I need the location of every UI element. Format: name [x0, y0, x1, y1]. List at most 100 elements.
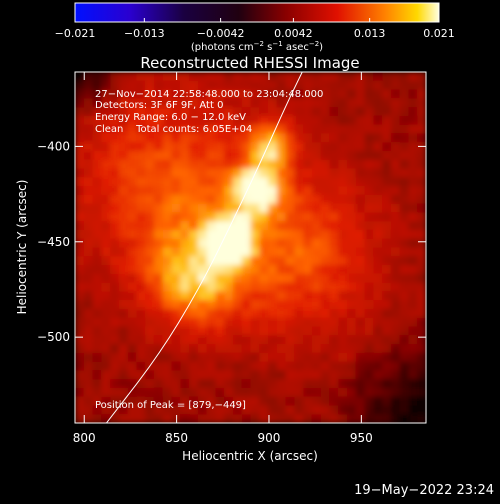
- heatmap-cell: [197, 194, 208, 205]
- heatmap-cell: [294, 335, 304, 345]
- heatmap-cell: [268, 98, 278, 108]
- heatmap-cell: [197, 335, 208, 345]
- heatmap-cell: [83, 98, 94, 108]
- heatmap-cell: [206, 256, 216, 266]
- heatmap-cell: [259, 80, 269, 91]
- heatmap-cell: [347, 203, 357, 213]
- heatmap-cell: [276, 405, 287, 415]
- heatmap-cell: [276, 370, 287, 380]
- heatmap-cell: [215, 98, 225, 108]
- heatmap-cell: [390, 177, 401, 187]
- heatmap-cell: [215, 396, 225, 407]
- heatmap-cell: [268, 150, 278, 161]
- heatmap-cell: [259, 212, 269, 222]
- heatmap-cell: [320, 273, 331, 284]
- heatmap-cell: [347, 89, 357, 99]
- heatmap-cell: [180, 238, 190, 249]
- heatmap-cell: [153, 168, 164, 178]
- heatmap-cell: [232, 317, 243, 328]
- heatmap-cell: [110, 273, 120, 284]
- heatmap-cell: [171, 317, 181, 328]
- heatmap-cell: [92, 308, 102, 319]
- heatmap-cell: [390, 98, 401, 108]
- x-tick-label: 800: [73, 431, 96, 445]
- heatmap-cell: [303, 361, 313, 371]
- heatmap-cell: [320, 159, 331, 170]
- heatmap-cell: [118, 72, 129, 82]
- heatmap-cell: [136, 387, 146, 398]
- heatmap-cell: [311, 308, 322, 319]
- heatmap-cell: [303, 352, 313, 363]
- heatmap-cell: [373, 212, 383, 222]
- heatmap-cell: [75, 72, 85, 82]
- heatmap-cell: [136, 229, 146, 240]
- heatmap-cell: [408, 80, 418, 91]
- heatmap-cell: [382, 361, 392, 371]
- heatmap-cell: [355, 203, 366, 213]
- heatmap-cell: [197, 221, 208, 231]
- heatmap-cell: [153, 335, 164, 345]
- heatmap-cell: [101, 265, 111, 275]
- heatmap-cell: [232, 150, 243, 161]
- heatmap-cell: [241, 387, 252, 398]
- heatmap-cell: [83, 194, 94, 205]
- heatmap-cell: [145, 352, 155, 363]
- heatmap-cell: [303, 282, 313, 292]
- heatmap-cell: [285, 168, 295, 178]
- heatmap-cell: [75, 405, 85, 415]
- heatmap-cell: [320, 124, 331, 135]
- heatmap-cell: [320, 150, 331, 161]
- heatmap-cell: [399, 98, 410, 108]
- heatmap-cell: [241, 317, 252, 328]
- heatmap-cell: [408, 229, 418, 240]
- heatmap-cell: [171, 238, 181, 249]
- heatmap-cell: [329, 370, 339, 380]
- heatmap-cell: [136, 150, 146, 161]
- heatmap-cell: [215, 133, 225, 143]
- heatmap-cell: [215, 256, 225, 266]
- heatmap-cell: [285, 133, 295, 143]
- heatmap-cell: [162, 168, 173, 178]
- heatmap-cell: [382, 159, 392, 170]
- heatmap-cell: [294, 396, 304, 407]
- heatmap-cell: [355, 150, 366, 161]
- heatmap-cell: [408, 124, 418, 135]
- heatmap-cell: [136, 80, 146, 91]
- heatmap-cell: [127, 89, 138, 99]
- heatmap-cell: [189, 177, 199, 187]
- heatmap-cell: [162, 142, 173, 152]
- heatmap-cell: [294, 229, 304, 240]
- heatmap-cell: [364, 265, 374, 275]
- heatmap-cell: [399, 150, 410, 161]
- heatmap-cell: [224, 405, 234, 415]
- heatmap-cell: [153, 221, 164, 231]
- heatmap-cell: [92, 80, 102, 91]
- heatmap-cell: [180, 414, 190, 423]
- heatmap-cell: [373, 238, 383, 249]
- heatmap-cell: [83, 379, 94, 389]
- heatmap-cell: [232, 405, 243, 415]
- heatmap-cell: [110, 335, 120, 345]
- heatmap-cell: [153, 186, 164, 196]
- heatmap-cell: [276, 168, 287, 178]
- heatmap-cell: [145, 133, 155, 143]
- heatmap-cell: [417, 379, 426, 389]
- heatmap-cell: [373, 300, 383, 310]
- heatmap-cell: [206, 212, 216, 222]
- heatmap-cell: [92, 396, 102, 407]
- heatmap-cell: [153, 150, 164, 161]
- heatmap-cell: [294, 177, 304, 187]
- heatmap-cell: [285, 352, 295, 363]
- heatmap-cell: [75, 221, 85, 231]
- heatmap-cell: [83, 150, 94, 161]
- heatmap-cell: [215, 177, 225, 187]
- heatmap-cell: [92, 256, 102, 266]
- heatmap-cell: [338, 203, 348, 213]
- heatmap-cell: [355, 107, 366, 117]
- heatmap-cell: [75, 186, 85, 196]
- heatmap-cell: [75, 335, 85, 345]
- heatmap-cell: [110, 142, 120, 152]
- heatmap-cell: [382, 291, 392, 301]
- heatmap-cell: [417, 168, 426, 178]
- heatmap-cell: [399, 159, 410, 170]
